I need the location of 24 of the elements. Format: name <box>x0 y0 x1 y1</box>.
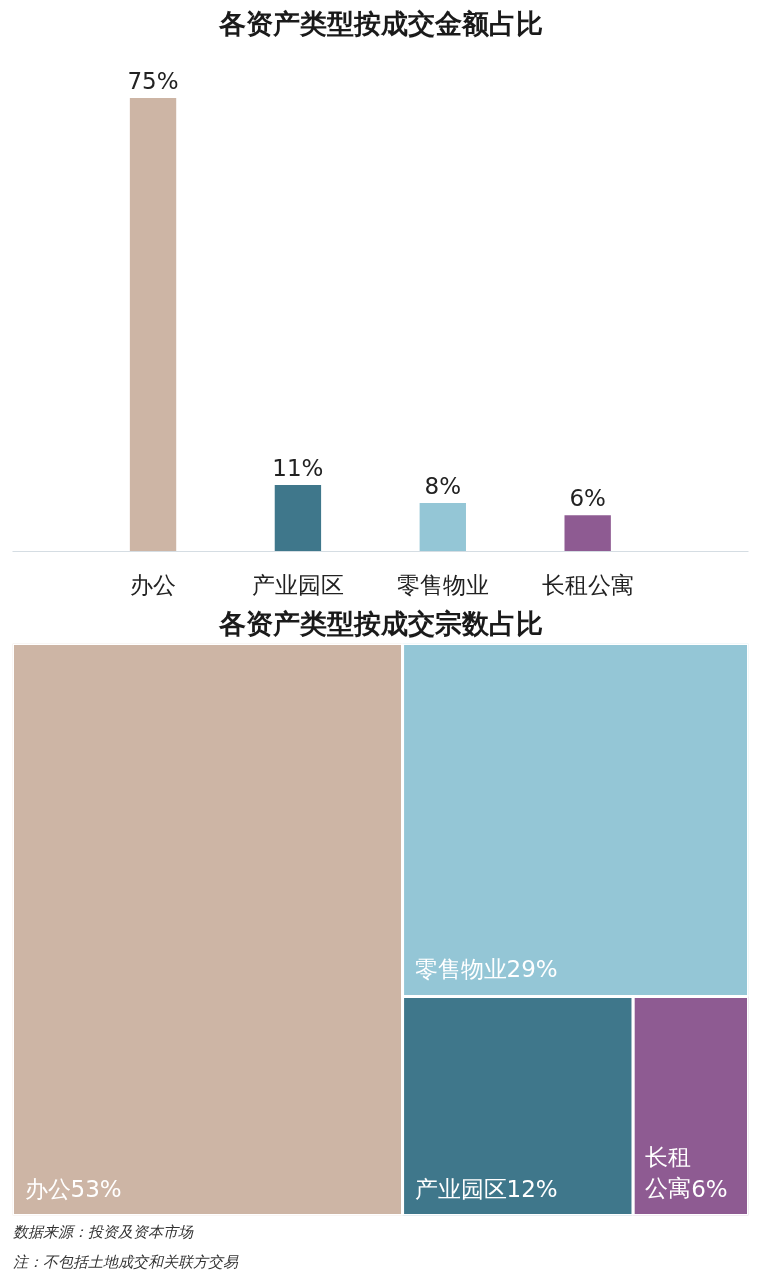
text: 注：不包括土地成交和关联方交易 <box>12 1252 239 1271</box>
data-label: 75% <box>127 67 179 94</box>
chart-title: 各资产类型按成交金额占比 <box>217 7 543 39</box>
x-tick-label: 长租公寓 <box>541 571 634 598</box>
source-note: 数据来源：投资及资本市场 <box>12 1222 194 1241</box>
category-label: 零售物业 <box>414 956 507 983</box>
data-label: 12% <box>506 1175 558 1202</box>
data-label: 53% <box>70 1175 122 1202</box>
x-tick-label: 产业园区 <box>251 571 344 598</box>
category-label: 办公 <box>24 1175 71 1202</box>
data-label: 6% <box>691 1175 728 1202</box>
category-label: 产业园区 <box>414 1175 507 1202</box>
x-tick-label: 办公 <box>130 571 177 598</box>
category-label: 长租公寓 <box>645 1144 692 1202</box>
data-label: 29% <box>506 956 558 983</box>
x-tick-label: 零售物业 <box>396 571 489 598</box>
text: 各资产类型按成交宗数占比 <box>217 607 543 639</box>
bar <box>274 484 322 552</box>
data-label: 11% <box>272 454 324 481</box>
bar <box>419 503 466 552</box>
bar <box>564 515 611 552</box>
data-label: 6% <box>569 485 606 512</box>
bar <box>129 97 177 552</box>
data-label: 8% <box>424 473 462 500</box>
